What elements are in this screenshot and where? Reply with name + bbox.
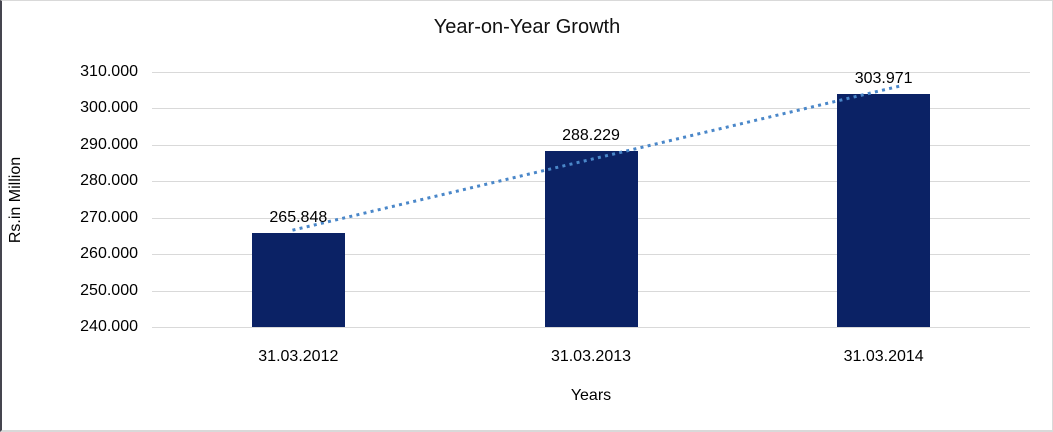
plot-area: 265.848 288.229 303.971 — [152, 69, 1030, 328]
x-axis-title: Years — [570, 387, 612, 404]
y-tick-label: 290.000 — [80, 135, 138, 153]
y-axis-title: Rs.in Million — [7, 156, 24, 244]
y-tick-label: 260.000 — [80, 245, 138, 263]
bar-value-label: 265.848 — [269, 208, 328, 226]
gridline — [152, 144, 1030, 146]
x-tick-label: 31.03.2013 — [550, 348, 632, 365]
chart-title: Year-on-Year Growth — [433, 16, 621, 38]
bar-31.03.2012 — [251, 232, 345, 327]
trendline-dotted-line — [292, 84, 902, 232]
trendline — [292, 84, 902, 232]
bar-value-label: 288.229 — [562, 127, 620, 145]
y-tick-label: 300.000 — [80, 99, 138, 117]
bar-31.03.2014 — [837, 93, 931, 327]
gridline — [152, 108, 1030, 110]
x-tick-label: 31.03.2012 — [258, 348, 339, 365]
gridline — [152, 72, 1030, 73]
y-tick-label: 310.000 — [80, 63, 138, 80]
y-tick-label: 250.000 — [80, 281, 138, 299]
x-tick-label: 31.03.2014 — [843, 348, 924, 365]
gridline — [152, 327, 1030, 328]
y-tick-label: 240.000 — [80, 318, 138, 335]
y-tick-label: 270.000 — [80, 208, 138, 226]
y-tick-label: 280.000 — [80, 172, 138, 190]
bar-value-label: 303.971 — [854, 69, 913, 87]
bar-31.03.2013 — [544, 151, 638, 327]
